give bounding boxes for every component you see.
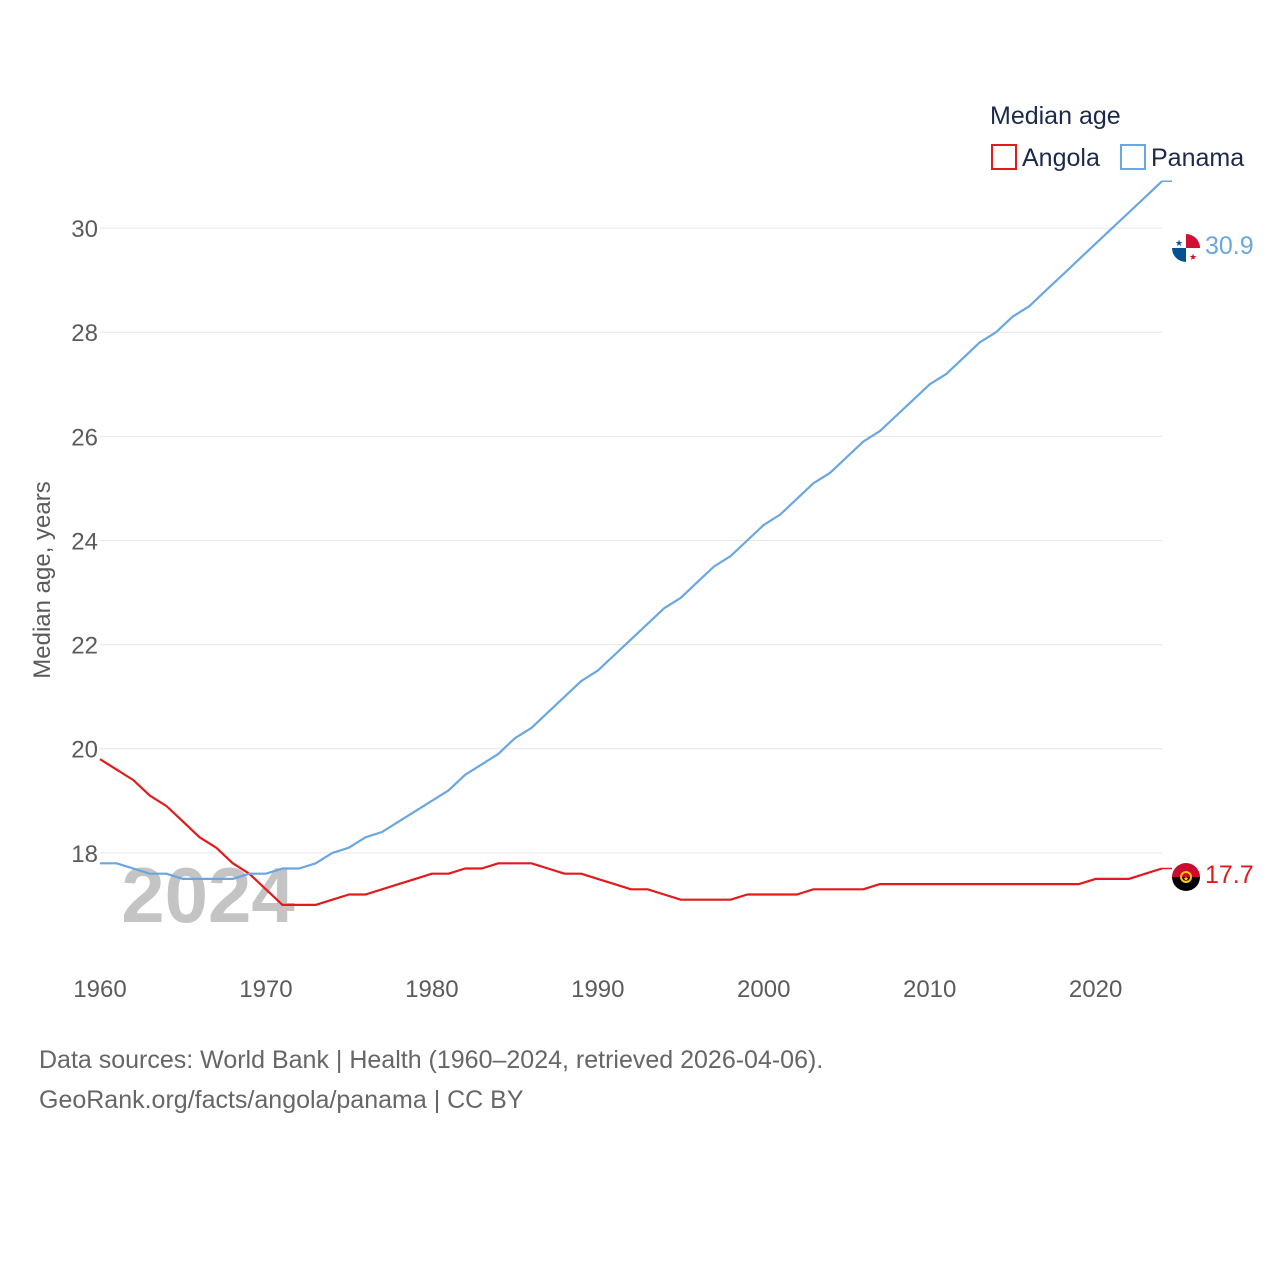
y-tick-label: 26 [71,424,98,451]
legend-swatch-angola [991,144,1017,170]
legend-item-angola[interactable]: Angola [991,144,1100,172]
y-tick-label: 20 [71,737,98,764]
footer: Data sources: World Bank | Health (1960–… [39,1040,823,1120]
series-line-panama[interactable] [100,180,1163,881]
x-tick-label: 1980 [405,976,458,1003]
x-axis-ticks: 1960 1970 1980 1990 2000 2010 2020 [73,976,1122,1003]
y-tick-label: 22 [71,633,98,660]
y-tick-label: 30 [71,216,98,243]
end-label-angola: 17.7 [1205,861,1254,889]
legend-swatch-panama [1120,144,1146,170]
end-label-panama: 30.9 [1205,232,1254,260]
year-watermark: 2024 [121,851,295,939]
legend-label-angola: Angola [1022,144,1100,172]
legend-title: Median age [990,102,1121,130]
legend: Median age Angola Panama [990,102,1244,172]
y-tick-label: 18 [71,841,98,868]
x-tick-label: 1960 [73,976,126,1003]
x-tick-label: 2010 [903,976,956,1003]
legend-item-panama[interactable]: Panama [1120,144,1244,172]
legend-label-panama: Panama [1151,144,1244,172]
svg-text:★: ★ [1183,875,1189,883]
series-line-angola[interactable] [99,758,1163,907]
y-axis-ticks: 18 20 22 24 26 28 30 [71,216,98,868]
credit-link[interactable]: GeoRank.org/facts/angola/panama | CC BY [39,1086,524,1114]
data-source-note: Data sources: World Bank | Health (1960–… [39,1046,824,1074]
angola-flag-icon: ★ [1172,863,1200,891]
x-tick-label: 1990 [571,976,624,1003]
y-tick-label: 24 [71,528,98,555]
y-axis-label: Median age, years [29,481,56,678]
series-lines [99,180,1172,907]
svg-text:★: ★ [1189,253,1197,263]
svg-text:★: ★ [1175,239,1183,249]
x-tick-label: 1970 [239,976,292,1003]
panama-flag-icon: ★ ★ [1172,234,1200,263]
gridlines [100,227,1162,854]
y-tick-label: 28 [71,320,98,347]
x-tick-label: 2000 [737,976,790,1003]
x-tick-label: 2020 [1069,976,1122,1003]
